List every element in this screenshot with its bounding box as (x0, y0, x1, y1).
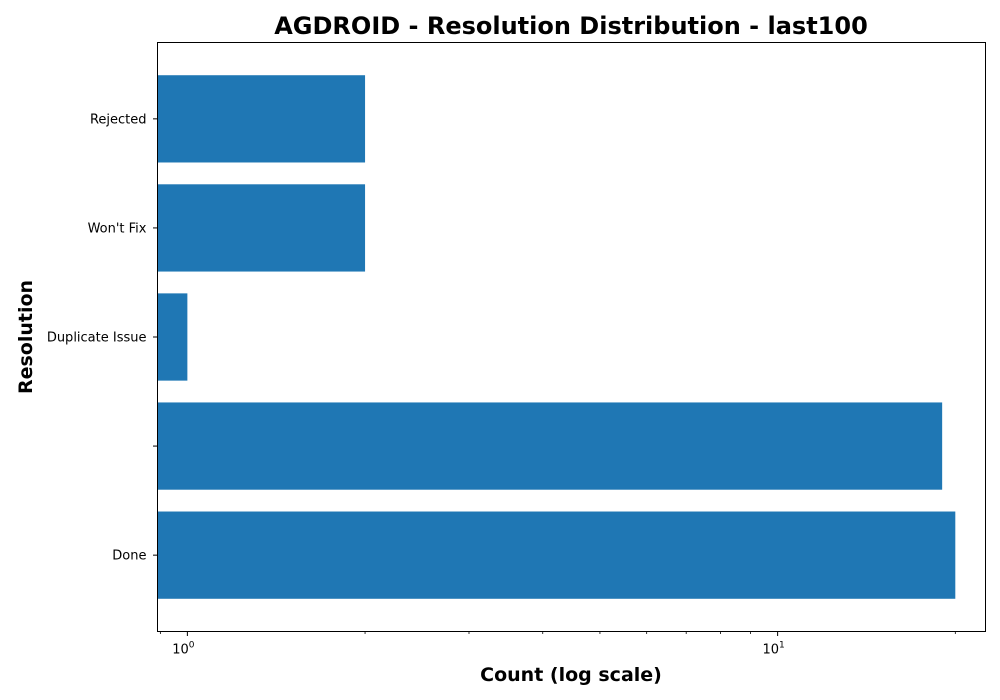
bar-duplicate-issue (157, 293, 188, 381)
bar-blank (157, 402, 943, 490)
x-ticks-group: 100 101 (159, 631, 956, 658)
y-tick-label: Won't Fix (88, 221, 147, 236)
chart-title: AGDROID - Resolution Distribution - last… (274, 12, 868, 40)
y-tick-label: Duplicate Issue (47, 331, 147, 346)
x-tick-label: 101 (762, 641, 784, 658)
bars-group (157, 75, 956, 599)
y-tick-label: Done (112, 549, 146, 564)
bar-won-t-fix (157, 184, 366, 272)
bar-rejected (157, 75, 366, 163)
y-axis-label: Resolution (15, 280, 37, 394)
plot-frame (157, 42, 986, 632)
bar-done (157, 511, 956, 599)
x-tick-label: 100 (172, 641, 195, 658)
x-axis-label: Count (log scale) (480, 664, 662, 686)
y-tick-label: Rejected (90, 112, 147, 127)
y-ticks-group: Done Duplicate Issue Won't Fix Rejected (47, 112, 158, 564)
